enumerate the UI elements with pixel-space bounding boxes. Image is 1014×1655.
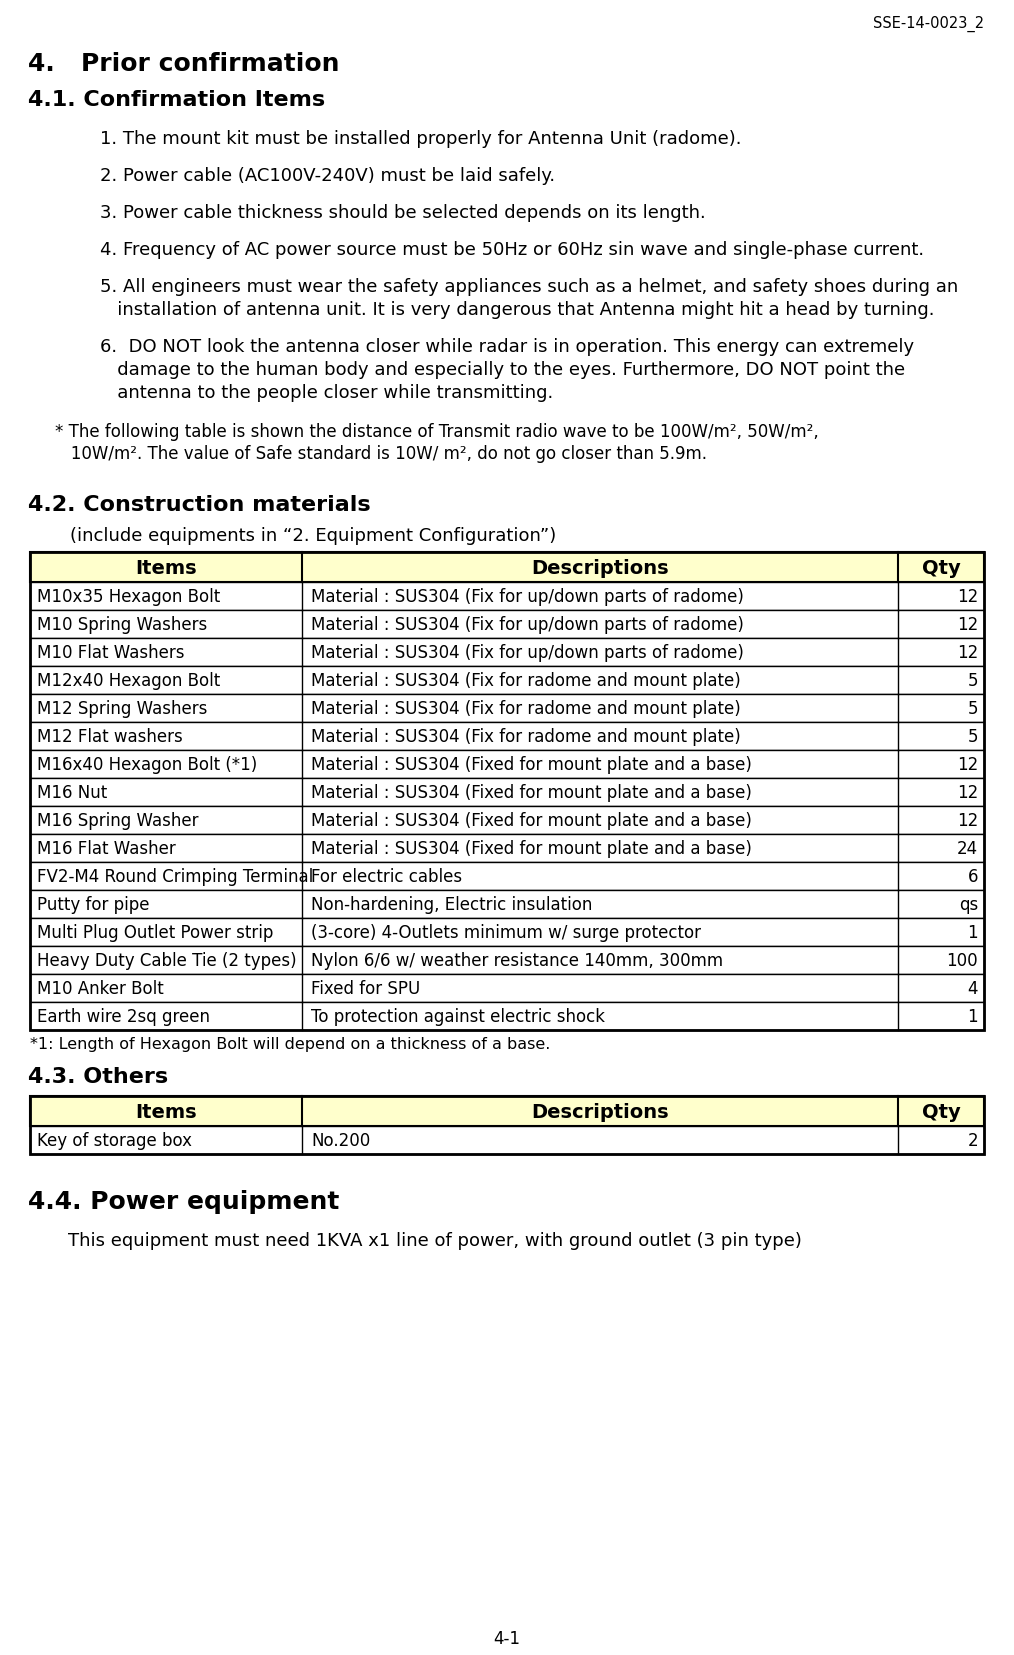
Text: 4.1. Confirmation Items: 4.1. Confirmation Items (28, 89, 325, 109)
Text: 4.4. Power equipment: 4.4. Power equipment (28, 1190, 340, 1213)
Bar (30, 667, 984, 695)
Text: Descriptions: Descriptions (531, 1102, 669, 1120)
Bar (30, 1003, 984, 1031)
Text: 5: 5 (967, 728, 977, 745)
Text: 100: 100 (946, 952, 977, 970)
Text: M10x35 Hexagon Bolt: M10x35 Hexagon Bolt (37, 588, 220, 606)
Text: Items: Items (135, 558, 197, 578)
Text: 2: 2 (967, 1132, 977, 1149)
Text: 5: 5 (967, 672, 977, 690)
Bar (30, 975, 984, 1003)
Bar (30, 806, 984, 834)
Text: antenna to the people closer while transmitting.: antenna to the people closer while trans… (100, 384, 554, 402)
Text: M10 Anker Bolt: M10 Anker Bolt (37, 980, 163, 998)
Bar (30, 862, 984, 890)
Text: This equipment must need 1KVA x1 line of power, with ground outlet (3 pin type): This equipment must need 1KVA x1 line of… (68, 1231, 802, 1250)
Text: 3. Power cable thickness should be selected depends on its length.: 3. Power cable thickness should be selec… (100, 204, 706, 222)
Text: 1: 1 (967, 923, 977, 942)
Text: 1: 1 (967, 1008, 977, 1026)
Text: 24: 24 (957, 839, 977, 857)
Text: Heavy Duty Cable Tie (2 types): Heavy Duty Cable Tie (2 types) (37, 952, 297, 970)
Text: M16 Spring Washer: M16 Spring Washer (37, 811, 199, 829)
Text: Material : SUS304 (Fixed for mount plate and a base): Material : SUS304 (Fixed for mount plate… (311, 839, 751, 857)
Text: SSE-14-0023_2: SSE-14-0023_2 (873, 17, 984, 31)
Text: 12: 12 (957, 644, 977, 662)
Bar (30, 1096, 984, 1154)
Text: 4.3. Others: 4.3. Others (28, 1066, 168, 1086)
Text: M10 Spring Washers: M10 Spring Washers (37, 616, 207, 634)
Text: M12x40 Hexagon Bolt: M12x40 Hexagon Bolt (37, 672, 220, 690)
Text: 10W/m². The value of Safe standard is 10W/ m², do not go closer than 5.9m.: 10W/m². The value of Safe standard is 10… (55, 445, 707, 463)
Text: 4. Frequency of AC power source must be 50Hz or 60Hz sin wave and single-phase c: 4. Frequency of AC power source must be … (100, 242, 924, 258)
Text: 2. Power cable (AC100V-240V) must be laid safely.: 2. Power cable (AC100V-240V) must be lai… (100, 167, 555, 185)
Text: Material : SUS304 (Fix for up/down parts of radome): Material : SUS304 (Fix for up/down parts… (311, 616, 743, 634)
Text: Qty: Qty (922, 1102, 960, 1120)
Text: Material : SUS304 (Fix for radome and mount plate): Material : SUS304 (Fix for radome and mo… (311, 728, 740, 745)
Text: 4-1: 4-1 (494, 1629, 520, 1647)
Text: Key of storage box: Key of storage box (37, 1132, 192, 1149)
Bar (30, 723, 984, 751)
Text: Material : SUS304 (Fixed for mount plate and a base): Material : SUS304 (Fixed for mount plate… (311, 756, 751, 773)
Bar (30, 583, 984, 611)
Text: M12 Spring Washers: M12 Spring Washers (37, 700, 208, 718)
Bar (30, 890, 984, 919)
Text: * The following table is shown the distance of Transmit radio wave to be 100W/m²: * The following table is shown the dista… (55, 422, 818, 440)
Text: 12: 12 (957, 756, 977, 773)
Text: To protection against electric shock: To protection against electric shock (311, 1008, 605, 1026)
Text: Material : SUS304 (Fix for up/down parts of radome): Material : SUS304 (Fix for up/down parts… (311, 588, 743, 606)
Text: Earth wire 2sq green: Earth wire 2sq green (37, 1008, 210, 1026)
Bar (30, 553, 984, 1031)
Bar (30, 834, 984, 862)
Bar (30, 695, 984, 723)
Text: (3-core) 4-Outlets minimum w/ surge protector: (3-core) 4-Outlets minimum w/ surge prot… (311, 923, 701, 942)
Text: *1: Length of Hexagon Bolt will depend on a thickness of a base.: *1: Length of Hexagon Bolt will depend o… (30, 1036, 551, 1051)
Text: M12 Flat washers: M12 Flat washers (37, 728, 183, 745)
Text: Material : SUS304 (Fixed for mount plate and a base): Material : SUS304 (Fixed for mount plate… (311, 783, 751, 801)
Text: 4: 4 (967, 980, 977, 998)
Text: Descriptions: Descriptions (531, 558, 669, 578)
Text: Non-hardening, Electric insulation: Non-hardening, Electric insulation (311, 895, 592, 914)
Text: Multi Plug Outlet Power strip: Multi Plug Outlet Power strip (37, 923, 274, 942)
Text: qs: qs (959, 895, 977, 914)
Text: Material : SUS304 (Fix for radome and mount plate): Material : SUS304 (Fix for radome and mo… (311, 700, 740, 718)
Text: M10 Flat Washers: M10 Flat Washers (37, 644, 185, 662)
Text: Material : SUS304 (Fix for radome and mount plate): Material : SUS304 (Fix for radome and mo… (311, 672, 740, 690)
Text: No.200: No.200 (311, 1132, 370, 1149)
Text: 6.  DO NOT look the antenna closer while radar is in operation. This energy can : 6. DO NOT look the antenna closer while … (100, 338, 915, 356)
Text: M16x40 Hexagon Bolt (*1): M16x40 Hexagon Bolt (*1) (37, 756, 258, 773)
Text: Qty: Qty (922, 558, 960, 578)
Text: Items: Items (135, 1102, 197, 1120)
Text: installation of antenna unit. It is very dangerous that Antenna might hit a head: installation of antenna unit. It is very… (100, 301, 935, 319)
Text: 12: 12 (957, 783, 977, 801)
Bar (30, 639, 984, 667)
Text: 12: 12 (957, 588, 977, 606)
Text: Nylon 6/6 w/ weather resistance 140mm, 300mm: Nylon 6/6 w/ weather resistance 140mm, 3… (311, 952, 723, 970)
Bar (30, 553, 984, 583)
Text: 4.2. Construction materials: 4.2. Construction materials (28, 495, 371, 515)
Bar (30, 751, 984, 778)
Text: M16 Nut: M16 Nut (37, 783, 107, 801)
Text: (include equipments in “2. Equipment Configuration”): (include equipments in “2. Equipment Con… (70, 526, 557, 544)
Text: Material : SUS304 (Fixed for mount plate and a base): Material : SUS304 (Fixed for mount plate… (311, 811, 751, 829)
Text: 12: 12 (957, 811, 977, 829)
Text: 5: 5 (967, 700, 977, 718)
Text: Fixed for SPU: Fixed for SPU (311, 980, 420, 998)
Text: FV2-M4 Round Crimping Terminal: FV2-M4 Round Crimping Terminal (37, 867, 313, 885)
Bar (30, 1127, 984, 1154)
Bar (30, 611, 984, 639)
Text: 5. All engineers must wear the safety appliances such as a helmet, and safety sh: 5. All engineers must wear the safety ap… (100, 278, 958, 296)
Text: 6: 6 (967, 867, 977, 885)
Text: Material : SUS304 (Fix for up/down parts of radome): Material : SUS304 (Fix for up/down parts… (311, 644, 743, 662)
Text: For electric cables: For electric cables (311, 867, 462, 885)
Text: M16 Flat Washer: M16 Flat Washer (37, 839, 175, 857)
Bar (30, 919, 984, 947)
Text: Putty for pipe: Putty for pipe (37, 895, 149, 914)
Bar (30, 778, 984, 806)
Bar (30, 1096, 984, 1127)
Text: 1. The mount kit must be installed properly for Antenna Unit (radome).: 1. The mount kit must be installed prope… (100, 131, 741, 147)
Text: 12: 12 (957, 616, 977, 634)
Text: damage to the human body and especially to the eyes. Furthermore, DO NOT point t: damage to the human body and especially … (100, 361, 906, 379)
Text: 4.   Prior confirmation: 4. Prior confirmation (28, 51, 340, 76)
Bar (30, 947, 984, 975)
